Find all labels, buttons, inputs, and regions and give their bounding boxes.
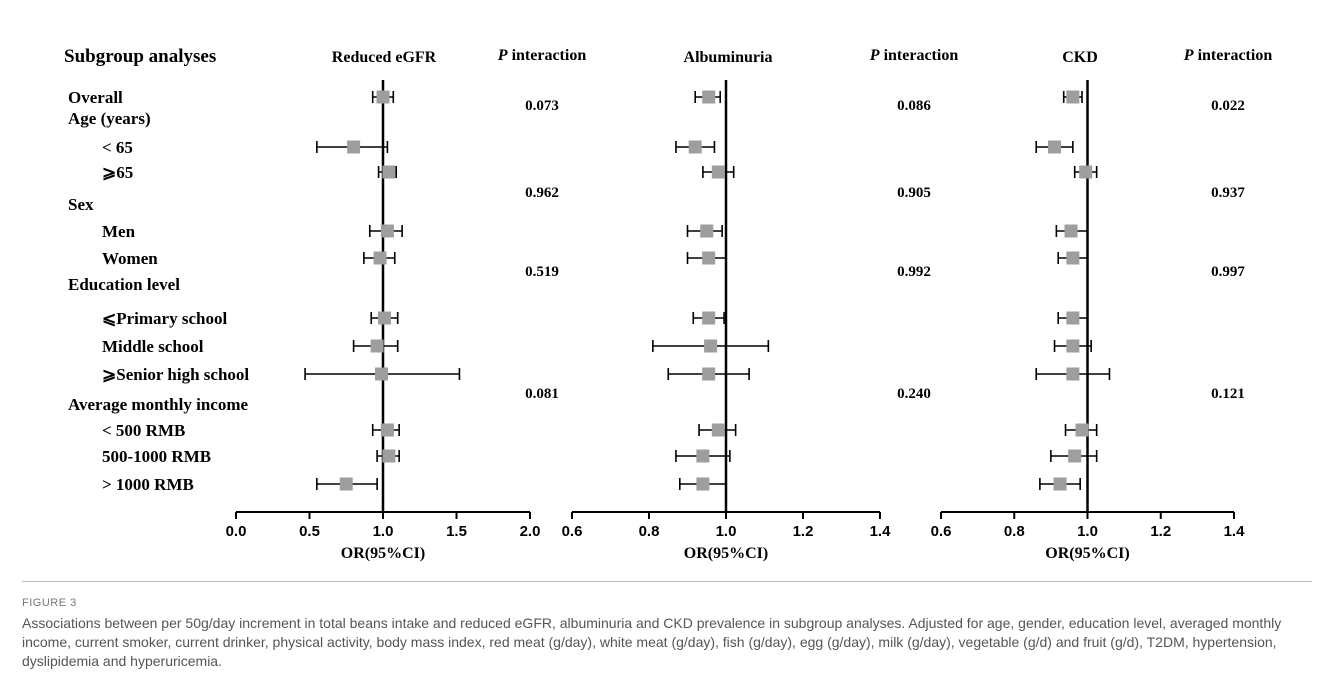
row-label: ⩽Primary school xyxy=(102,309,227,328)
row-label: Overall xyxy=(68,88,123,107)
row-label: Middle school xyxy=(102,337,204,356)
p-interaction-value: 0.992 xyxy=(897,264,931,280)
x-tick-label: 1.0 xyxy=(716,523,737,540)
x-tick-label: 1.4 xyxy=(1224,523,1246,540)
x-tick-label: 0.6 xyxy=(931,523,952,540)
or-marker xyxy=(1048,140,1062,154)
panel-title: CKD xyxy=(1062,49,1098,66)
x-axis-label: OR(95%CI) xyxy=(1045,545,1129,562)
subgroup-header: Subgroup analyses xyxy=(64,46,216,67)
or-marker xyxy=(711,165,725,179)
or-marker xyxy=(377,311,391,325)
or-marker xyxy=(1053,477,1067,491)
row-label: ⩾Senior high school xyxy=(102,365,249,384)
row-label: Women xyxy=(102,249,158,268)
x-tick-label: 1.2 xyxy=(1150,523,1171,540)
or-marker xyxy=(1079,165,1093,179)
caption-divider xyxy=(22,581,1312,582)
row-label: ⩾65 xyxy=(102,163,133,182)
or-marker xyxy=(380,423,394,437)
or-marker xyxy=(696,449,710,463)
or-marker xyxy=(1064,224,1078,238)
p-interaction-header: P interaction xyxy=(497,47,587,64)
or-marker xyxy=(704,339,718,353)
row-label: > 1000 RMB xyxy=(102,475,194,494)
p-interaction-value: 0.240 xyxy=(897,386,931,402)
or-marker xyxy=(382,449,396,463)
x-tick-label: 1.2 xyxy=(793,523,814,540)
row-label: < 500 RMB xyxy=(102,421,185,440)
x-axis-label: OR(95%CI) xyxy=(684,545,768,562)
or-marker xyxy=(702,90,716,104)
row-label: Age (years) xyxy=(68,109,151,128)
panel-title: Albuminuria xyxy=(684,49,773,66)
or-marker xyxy=(373,251,387,265)
x-axis-label: OR(95%CI) xyxy=(341,545,425,562)
x-tick-label: 0.6 xyxy=(562,523,583,540)
row-label: Men xyxy=(102,222,136,241)
p-interaction-header: P interaction xyxy=(1183,47,1273,64)
x-tick-label: 0.8 xyxy=(1004,523,1025,540)
or-marker xyxy=(696,477,710,491)
row-label: 500-1000 RMB xyxy=(102,447,211,466)
row-label: Sex xyxy=(68,195,94,214)
or-marker xyxy=(380,224,394,238)
or-marker xyxy=(339,477,353,491)
or-marker xyxy=(382,165,396,179)
p-interaction-value: 0.937 xyxy=(1211,185,1245,201)
or-marker xyxy=(376,90,390,104)
or-marker xyxy=(375,367,389,381)
or-marker xyxy=(1066,339,1080,353)
forest-plot: Subgroup analyses Overall Age (years) < 65 ⩾… xyxy=(64,46,1273,562)
row-label: < 65 xyxy=(102,138,133,157)
or-marker xyxy=(702,251,716,265)
or-marker xyxy=(688,140,702,154)
row-label: Average monthly income xyxy=(68,395,248,414)
or-marker xyxy=(702,311,716,325)
or-marker xyxy=(370,339,384,353)
x-tick-label: 0.8 xyxy=(639,523,660,540)
p-interaction-header: P interaction xyxy=(869,47,959,64)
p-interaction-value: 0.905 xyxy=(897,185,931,201)
or-marker xyxy=(1068,449,1082,463)
x-tick-label: 1.0 xyxy=(1077,523,1098,540)
or-marker xyxy=(702,367,716,381)
caption-block: FIGURE 3 Associations between per 50g/da… xyxy=(22,597,1312,671)
p-interaction-value: 0.086 xyxy=(897,98,931,114)
p-interaction-value: 0.962 xyxy=(525,185,559,201)
p-interaction-value: 0.121 xyxy=(1211,386,1245,402)
p-interaction-value: 0.073 xyxy=(525,98,559,114)
or-marker xyxy=(1066,367,1080,381)
or-marker xyxy=(700,224,714,238)
or-marker xyxy=(1066,311,1080,325)
figure-label: FIGURE 3 xyxy=(22,597,77,609)
figure-caption: Associations between per 50g/day increme… xyxy=(22,615,1282,669)
or-marker xyxy=(347,140,361,154)
or-marker xyxy=(1066,251,1080,265)
or-marker xyxy=(711,423,725,437)
p-interaction-value: 0.022 xyxy=(1211,98,1245,114)
x-tick-label: 1.5 xyxy=(446,523,467,540)
p-interaction-value: 0.519 xyxy=(525,264,559,280)
row-label: Education level xyxy=(68,275,180,294)
x-tick-label: 0.0 xyxy=(226,523,247,540)
p-interaction-value: 0.081 xyxy=(525,386,559,402)
or-marker xyxy=(1066,90,1080,104)
p-interaction-value: 0.997 xyxy=(1211,264,1245,280)
x-tick-label: 1.4 xyxy=(870,523,892,540)
x-tick-label: 0.5 xyxy=(299,523,320,540)
x-tick-label: 2.0 xyxy=(520,523,541,540)
panel-title: Reduced eGFR xyxy=(332,49,437,66)
or-marker xyxy=(1075,423,1089,437)
x-tick-label: 1.0 xyxy=(373,523,394,540)
